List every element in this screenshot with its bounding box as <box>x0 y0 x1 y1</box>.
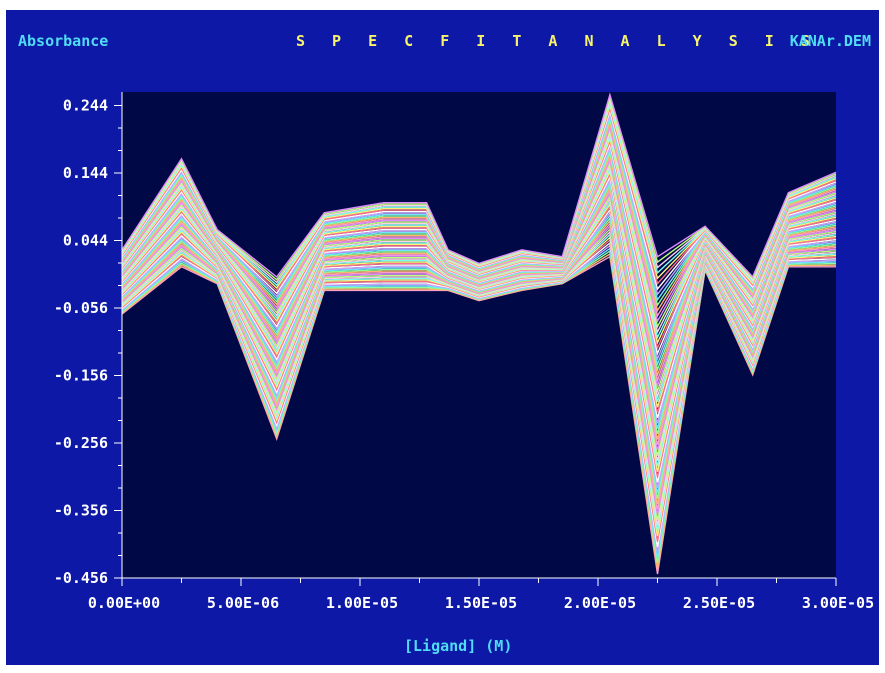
x-tick-label: 1.50E-05 <box>445 594 517 612</box>
y-tick-label: -0.156 <box>54 367 108 385</box>
specfit-window: Absorbance S P E C F I T A N A L Y S I S… <box>6 10 879 665</box>
x-tick-label: 5.00E-06 <box>207 594 279 612</box>
y-axis-title: Absorbance <box>18 32 109 50</box>
y-tick-label: 0.144 <box>63 164 108 182</box>
x-tick-label: 2.00E-05 <box>564 594 636 612</box>
axis-layer: 0.244 0.144 0.044 -0.056 -0.156 -0.256 -0.356 -… <box>54 92 874 612</box>
x-tick-label: 0.00E+00 <box>88 594 160 612</box>
y-tick-label: -0.256 <box>54 434 108 452</box>
file-name: KANAr.DEM <box>789 32 871 50</box>
x-tick-label: 3.00E-05 <box>802 594 874 612</box>
x-tick-label: 1.00E-05 <box>326 594 398 612</box>
y-tick-label: -0.356 <box>54 502 108 520</box>
x-tick-label: 2.50E-05 <box>683 594 755 612</box>
plot-area <box>122 92 836 578</box>
y-tick-label: -0.456 <box>54 569 108 587</box>
chart-title: S P E C F I T A N A L Y S I S <box>296 32 819 50</box>
series-layer <box>121 92 837 575</box>
y-tick-label: 0.044 <box>63 232 108 250</box>
x-axis-title: [Ligand] (M) <box>404 637 513 655</box>
absorbance-chart: 0.244 0.144 0.044 -0.056 -0.156 -0.256 -0.356 -… <box>54 92 874 612</box>
y-tick-label: -0.056 <box>54 299 108 317</box>
series-line-60 <box>121 92 837 279</box>
y-tick-label: 0.244 <box>63 97 108 115</box>
